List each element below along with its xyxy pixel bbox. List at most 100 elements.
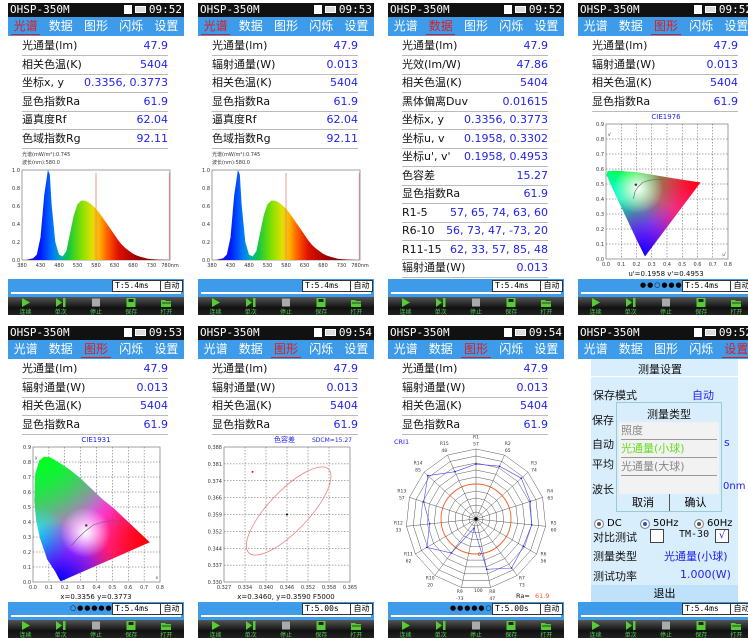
tab-data[interactable]: 数据 xyxy=(48,342,73,356)
stop-button[interactable]: 停止 xyxy=(648,620,683,638)
tab-settings[interactable]: 设置 xyxy=(534,19,559,33)
auto-mode-button[interactable]: 自动 xyxy=(160,280,183,292)
tab-flicker[interactable]: 闪烁 xyxy=(119,342,144,356)
tab-flicker[interactable]: 闪烁 xyxy=(309,342,334,356)
tab-graph[interactable]: 图形 xyxy=(654,342,679,356)
tab-graph[interactable]: 图形 xyxy=(268,340,303,359)
tab-flicker[interactable]: 闪烁 xyxy=(119,19,144,33)
tab-spectrum[interactable]: 光谱 xyxy=(393,342,418,356)
tab-data[interactable]: 数据 xyxy=(618,19,643,33)
single-button[interactable]: 单次 xyxy=(613,620,648,638)
tab-data[interactable]: 数据 xyxy=(238,342,263,356)
save-button[interactable]: 保存 xyxy=(684,297,719,315)
tab-settings[interactable]: 设置 xyxy=(154,342,179,356)
tab-settings[interactable]: 设置 xyxy=(344,342,369,356)
continuous-button[interactable]: 连续 xyxy=(8,620,43,638)
tab-data[interactable]: 数据 xyxy=(428,342,453,356)
stop-button[interactable]: 停止 xyxy=(458,297,493,315)
open-button[interactable]: 打开 xyxy=(149,620,184,638)
tab-spectrum[interactable]: 光谱 xyxy=(583,19,608,33)
cancel-button[interactable]: 取消 xyxy=(617,494,670,511)
continuous-button[interactable]: 连续 xyxy=(578,620,613,638)
exposure-time-field[interactable]: T:5.4ms xyxy=(112,603,161,615)
auto-mode-button[interactable]: 自动 xyxy=(350,603,373,615)
continuous-button[interactable]: 连续 xyxy=(578,297,613,315)
tab-graph[interactable]: 图形 xyxy=(458,340,493,359)
auto-mode-button[interactable]: 自动 xyxy=(540,603,563,615)
single-button[interactable]: 单次 xyxy=(43,620,78,638)
open-button[interactable]: 打开 xyxy=(529,620,564,638)
page-indicator[interactable]: ○●●●●● xyxy=(70,604,113,612)
save-button[interactable]: 保存 xyxy=(304,620,339,638)
tab-spectrum[interactable]: 光谱 xyxy=(13,342,38,356)
tab-data[interactable]: 数据 xyxy=(423,17,458,36)
tab-data[interactable]: 数据 xyxy=(238,19,263,33)
radio-button[interactable] xyxy=(640,518,650,529)
save-button[interactable]: 保存 xyxy=(494,297,529,315)
exposure-time-field[interactable]: T:5.4ms xyxy=(682,603,731,615)
stop-button[interactable]: 停止 xyxy=(268,297,303,315)
tab-graph[interactable]: 图形 xyxy=(274,19,299,33)
radio-option[interactable]: 60Hz xyxy=(694,513,733,532)
tab-settings[interactable]: 设置 xyxy=(534,342,559,356)
tab-flicker[interactable]: 闪烁 xyxy=(499,342,524,356)
stop-button[interactable]: 停止 xyxy=(78,620,113,638)
auto-mode-button[interactable]: 自动 xyxy=(540,280,563,292)
save-button[interactable]: 保存 xyxy=(494,620,529,638)
save-button[interactable]: 保存 xyxy=(304,297,339,315)
continuous-button[interactable]: 连续 xyxy=(198,297,233,315)
open-button[interactable]: 打开 xyxy=(719,620,748,638)
save-button[interactable]: 保存 xyxy=(114,297,149,315)
stop-button[interactable]: 停止 xyxy=(268,620,303,638)
exposure-time-field[interactable]: T:5.4ms xyxy=(302,280,351,292)
stop-button[interactable]: 停止 xyxy=(78,297,113,315)
stop-button[interactable]: 停止 xyxy=(458,620,493,638)
tm30-checkbox[interactable]: √ xyxy=(715,529,729,543)
page-indicator[interactable]: ●●○●●● xyxy=(640,281,683,289)
measure-type-value[interactable]: 光通量(小球) xyxy=(664,550,728,563)
dialog-option[interactable]: 光通量(大球) xyxy=(621,458,717,476)
stop-button[interactable]: 停止 xyxy=(648,297,683,315)
exposure-time-field[interactable]: T:5.4ms xyxy=(682,280,731,292)
exposure-time-field[interactable]: T:5.4ms xyxy=(112,280,161,292)
compare-test-checkbox[interactable] xyxy=(650,529,664,543)
tab-data[interactable]: 数据 xyxy=(48,19,73,33)
continuous-button[interactable]: 连续 xyxy=(198,620,233,638)
open-button[interactable]: 打开 xyxy=(339,620,374,638)
radio-option[interactable]: DC xyxy=(594,513,622,532)
auto-mode-button[interactable]: 自动 xyxy=(730,280,748,292)
single-button[interactable]: 单次 xyxy=(423,620,458,638)
tab-settings[interactable]: 设置 xyxy=(719,340,748,359)
save-button[interactable]: 保存 xyxy=(114,620,149,638)
tab-spectrum[interactable]: 光谱 xyxy=(393,19,418,33)
save-button[interactable]: 保存 xyxy=(684,620,719,638)
continuous-button[interactable]: 连续 xyxy=(388,297,423,315)
single-button[interactable]: 单次 xyxy=(613,297,648,315)
exposure-time-field[interactable]: T:5.00s xyxy=(302,603,351,615)
single-button[interactable]: 单次 xyxy=(233,297,268,315)
radio-button[interactable] xyxy=(594,518,604,529)
open-button[interactable]: 打开 xyxy=(719,297,748,315)
tab-spectrum[interactable]: 光谱 xyxy=(198,17,233,36)
tab-graph[interactable]: 图形 xyxy=(464,19,489,33)
confirm-button[interactable]: 确认 xyxy=(670,494,721,511)
tab-data[interactable]: 数据 xyxy=(618,342,643,356)
single-button[interactable]: 单次 xyxy=(423,297,458,315)
tab-graph[interactable]: 图形 xyxy=(84,19,109,33)
tab-flicker[interactable]: 闪烁 xyxy=(309,19,334,33)
tab-flicker[interactable]: 闪烁 xyxy=(689,342,714,356)
continuous-button[interactable]: 连续 xyxy=(8,297,43,315)
save-mode-value[interactable]: 自动 xyxy=(692,389,714,402)
auto-mode-button[interactable]: 自动 xyxy=(350,280,373,292)
radio-button[interactable] xyxy=(694,518,704,529)
tab-graph[interactable]: 图形 xyxy=(78,340,113,359)
tab-spectrum[interactable]: 光谱 xyxy=(8,17,43,36)
tab-settings[interactable]: 设置 xyxy=(724,19,748,33)
open-button[interactable]: 打开 xyxy=(149,297,184,315)
open-button[interactable]: 打开 xyxy=(529,297,564,315)
tab-spectrum[interactable]: 光谱 xyxy=(203,342,228,356)
page-indicator[interactable]: ●●●●●○ xyxy=(450,604,493,612)
single-button[interactable]: 单次 xyxy=(43,297,78,315)
tab-spectrum[interactable]: 光谱 xyxy=(583,342,608,356)
exposure-time-field[interactable]: T:5.00s xyxy=(492,603,541,615)
